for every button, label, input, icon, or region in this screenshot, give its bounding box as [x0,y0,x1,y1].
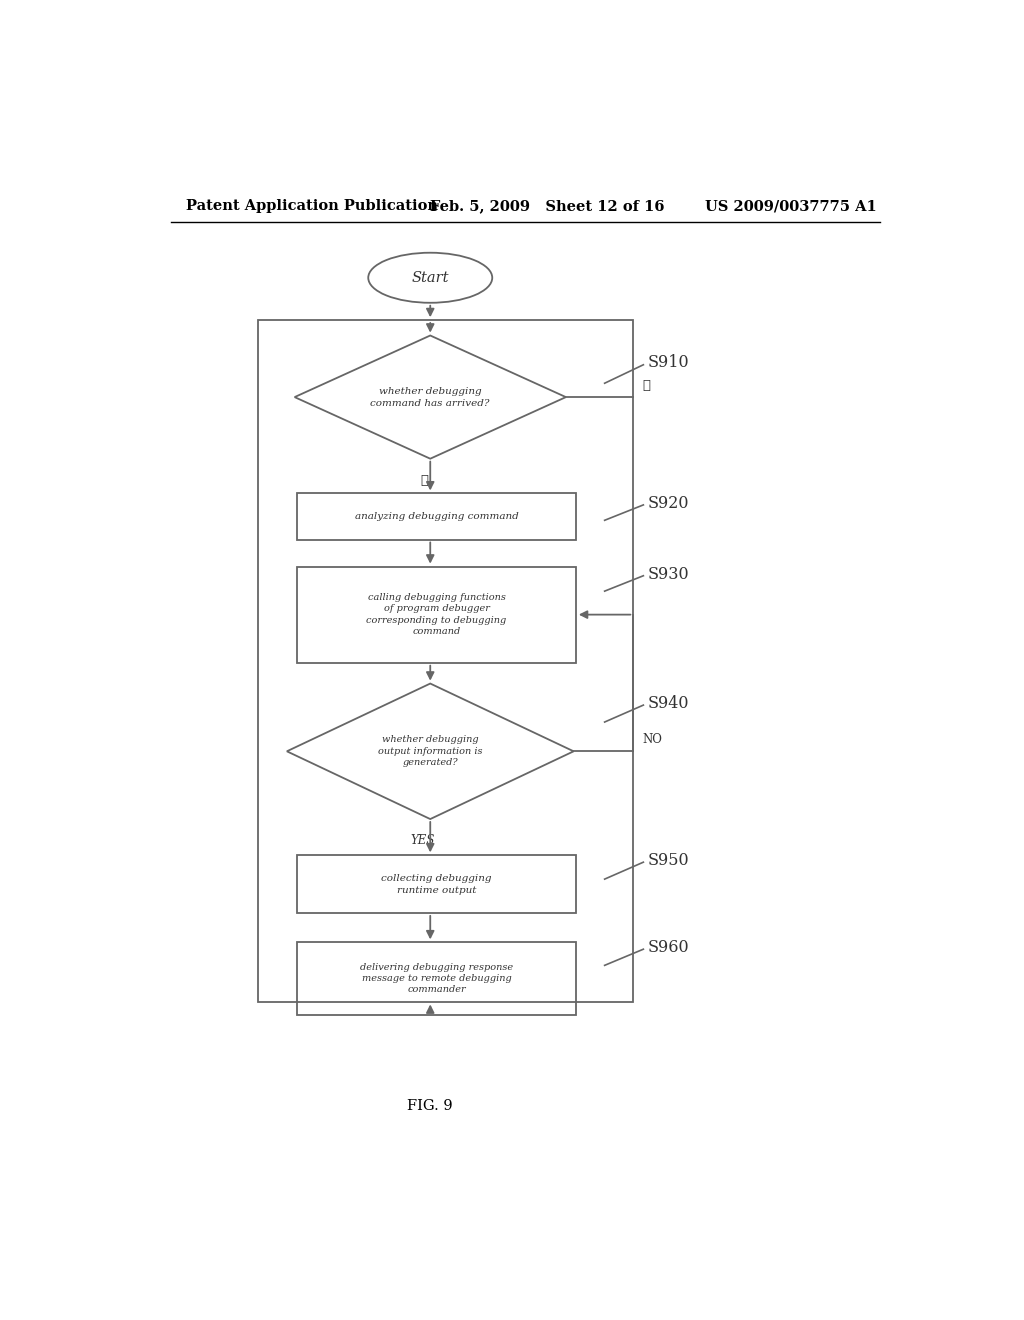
Text: S950: S950 [647,853,689,869]
Text: delivering debugging response
message to remote debugging
commander: delivering debugging response message to… [359,962,513,994]
Text: S940: S940 [647,696,689,711]
Text: whether debugging
command has arrived?: whether debugging command has arrived? [371,387,490,408]
Text: analyzing debugging command: analyzing debugging command [354,512,518,521]
Text: 否: 否 [643,379,650,392]
Text: S930: S930 [647,566,689,582]
Bar [297,855,575,913]
Text: US 2009/0037775 A1: US 2009/0037775 A1 [706,199,878,213]
Text: Start: Start [412,271,449,285]
Text: Patent Application Publication: Patent Application Publication [186,199,438,213]
Bar [297,566,575,663]
Text: S920: S920 [647,495,689,512]
Text: calling debugging functions
of program debugger
corresponding to debugging
comma: calling debugging functions of program d… [367,593,507,636]
Text: S960: S960 [647,939,689,956]
Text: collecting debugging
runtime output: collecting debugging runtime output [381,874,492,895]
Text: YES: YES [411,834,434,847]
Text: S910: S910 [647,354,689,371]
Text: NO: NO [643,733,663,746]
Bar [297,942,575,1015]
Text: Feb. 5, 2009   Sheet 12 of 16: Feb. 5, 2009 Sheet 12 of 16 [430,199,665,213]
Text: 是: 是 [420,474,428,487]
Bar [297,494,575,540]
Text: FIG. 9: FIG. 9 [408,1098,453,1113]
Bar [258,321,633,1002]
Text: whether debugging
output information is
generated?: whether debugging output information is … [378,735,482,767]
